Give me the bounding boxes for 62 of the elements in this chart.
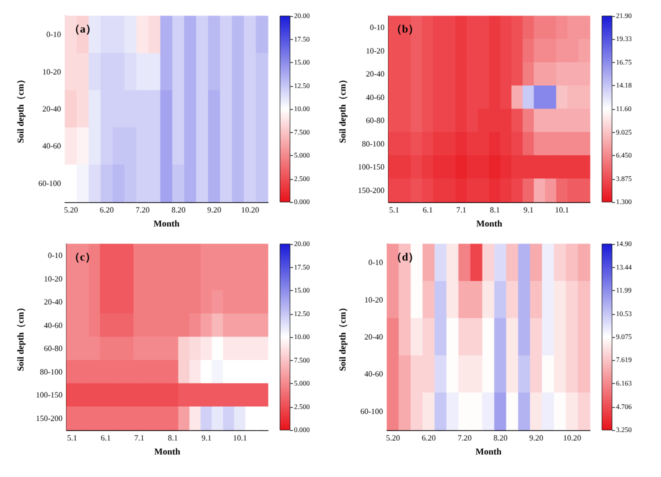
y-tick-label: 80-100 (40, 367, 63, 376)
x-tick-label: 8.1 (490, 206, 500, 214)
x-tick-label: 10.1 (233, 434, 248, 442)
text: （d） (391, 252, 420, 264)
x-tick-label: 9.1 (523, 206, 534, 214)
y-tick-label: 20-40 (364, 332, 383, 342)
y-tick-label: 10-20 (44, 274, 63, 284)
y-tick-label: 150-200 (36, 414, 63, 423)
y-tick-label: 150-200 (358, 186, 385, 195)
y-axis-title: Soil depth（cm） (338, 74, 348, 144)
x-axis-title: Month (476, 218, 502, 228)
y-tick-label: 0-10 (48, 251, 63, 260)
y-tick-label: 0-10 (370, 23, 385, 32)
x-tick-label: 9.20 (529, 434, 544, 442)
x-tick-label: 10.20 (241, 206, 260, 214)
y-tick-label: 60-100 (360, 406, 383, 416)
y-axis-title: Soil depth（cm） (338, 302, 348, 372)
x-tick-label: 7.20 (458, 434, 472, 442)
x-tick-label: 7.20 (136, 206, 150, 214)
y-tick-label: 60-80 (366, 116, 385, 126)
y-tick-label: 20-40 (366, 70, 385, 79)
x-tick-label: 6.1 (422, 206, 433, 214)
y-tick-label: 20-40 (42, 104, 61, 114)
x-tick-label: 10.20 (563, 434, 582, 442)
text: （a） (69, 24, 96, 36)
x-tick-label: 8.1 (168, 434, 178, 442)
y-tick-label: 0-10 (368, 258, 383, 268)
x-tick-label: 5.20 (64, 206, 78, 214)
x-tick-label: 5.1 (389, 206, 400, 214)
y-tick-label: 60-80 (44, 344, 63, 354)
x-tick-label: 5.1 (67, 434, 78, 442)
y-tick-label: 40-60 (366, 92, 385, 102)
x-tick-label: 6.20 (422, 434, 436, 442)
y-tick-label: 0-10 (46, 30, 61, 40)
x-axis-title: Month (475, 446, 502, 456)
x-axis-title: Month (154, 446, 180, 456)
y-tick-label: 10-20 (366, 46, 385, 56)
y-tick-label: 40-60 (44, 320, 63, 330)
x-tick-label: 7.1 (134, 434, 144, 442)
y-tick-label: 60-100 (38, 178, 61, 188)
y-tick-label: 10-20 (364, 295, 383, 304)
y-tick-label: 10-20 (42, 67, 61, 76)
text: （b） (391, 24, 420, 36)
x-tick-label: 7.1 (456, 206, 466, 214)
x-tick-label: 6.1 (100, 434, 111, 442)
x-tick-label: 8.20 (493, 434, 508, 442)
x-tick-label: 10.1 (555, 206, 570, 214)
x-tick-label: 8.20 (171, 206, 186, 214)
x-tick-label: 5.20 (386, 434, 400, 442)
y-tick-label: 40-60 (364, 370, 383, 379)
y-tick-label: 100-150 (36, 390, 63, 400)
y-tick-label: 40-60 (42, 142, 61, 151)
x-tick-label: 6.20 (100, 206, 114, 214)
x-tick-label: 9.20 (207, 206, 222, 214)
text: （c） (69, 252, 96, 264)
y-axis-title: Soil depth（cm） (16, 302, 26, 372)
y-axis-title: Soil depth（cm） (16, 74, 26, 144)
y-tick-label: 80-100 (362, 139, 385, 148)
y-tick-label: 20-40 (44, 298, 63, 307)
x-axis-title: Month (153, 218, 180, 228)
y-tick-label: 100-150 (358, 162, 385, 172)
x-tick-label: 9.1 (201, 434, 212, 442)
